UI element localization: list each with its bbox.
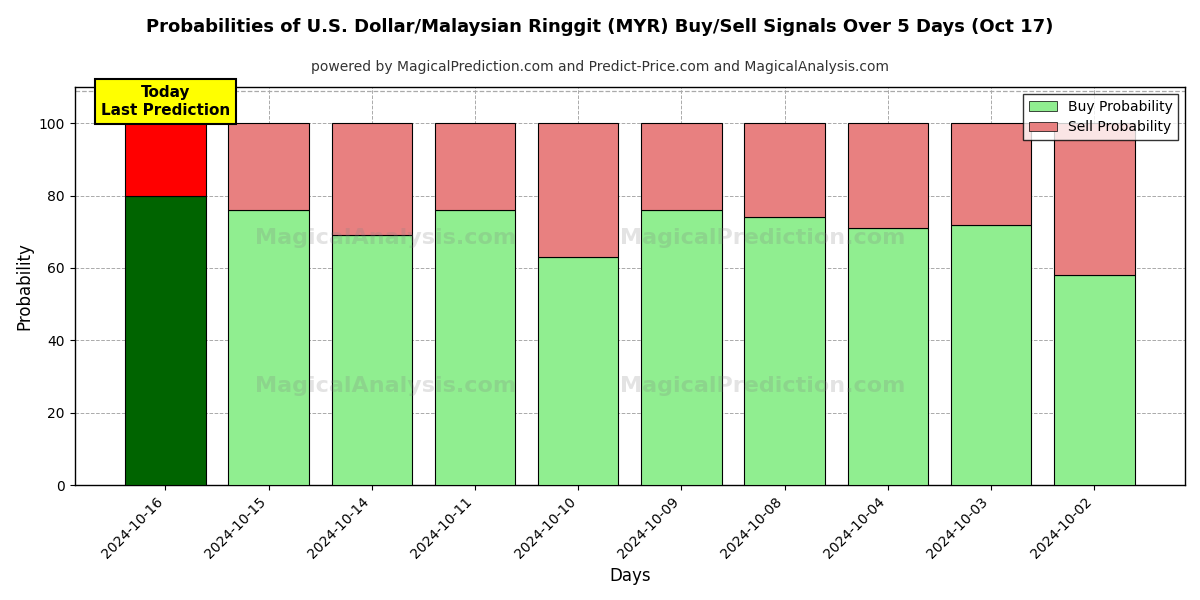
- Bar: [847, 228, 928, 485]
- Y-axis label: Probability: Probability: [16, 242, 34, 330]
- Text: MagicalAnalysis.com: MagicalAnalysis.com: [254, 229, 516, 248]
- Bar: [641, 123, 721, 210]
- Bar: [950, 224, 1031, 485]
- Bar: [228, 210, 308, 485]
- Bar: [641, 210, 721, 485]
- Text: MagicalPrediction.com: MagicalPrediction.com: [620, 229, 906, 248]
- Bar: [538, 257, 618, 485]
- Bar: [950, 123, 1031, 224]
- Bar: [331, 235, 412, 485]
- Bar: [125, 196, 205, 485]
- Text: Probabilities of U.S. Dollar/Malaysian Ringgit (MYR) Buy/Sell Signals Over 5 Day: Probabilities of U.S. Dollar/Malaysian R…: [146, 18, 1054, 36]
- Bar: [228, 123, 308, 210]
- Text: MagicalAnalysis.com: MagicalAnalysis.com: [254, 376, 516, 395]
- Bar: [744, 217, 824, 485]
- Legend: Buy Probability, Sell Probability: Buy Probability, Sell Probability: [1024, 94, 1178, 140]
- Bar: [434, 123, 515, 210]
- Text: MagicalPrediction.com: MagicalPrediction.com: [620, 376, 906, 395]
- Bar: [744, 123, 824, 217]
- Text: powered by MagicalPrediction.com and Predict-Price.com and MagicalAnalysis.com: powered by MagicalPrediction.com and Pre…: [311, 60, 889, 74]
- Bar: [125, 123, 205, 196]
- Bar: [1054, 123, 1134, 275]
- Bar: [847, 123, 928, 228]
- Bar: [331, 123, 412, 235]
- Bar: [434, 210, 515, 485]
- Text: Today
Last Prediction: Today Last Prediction: [101, 85, 230, 118]
- X-axis label: Days: Days: [610, 567, 650, 585]
- Bar: [538, 123, 618, 257]
- Bar: [1054, 275, 1134, 485]
